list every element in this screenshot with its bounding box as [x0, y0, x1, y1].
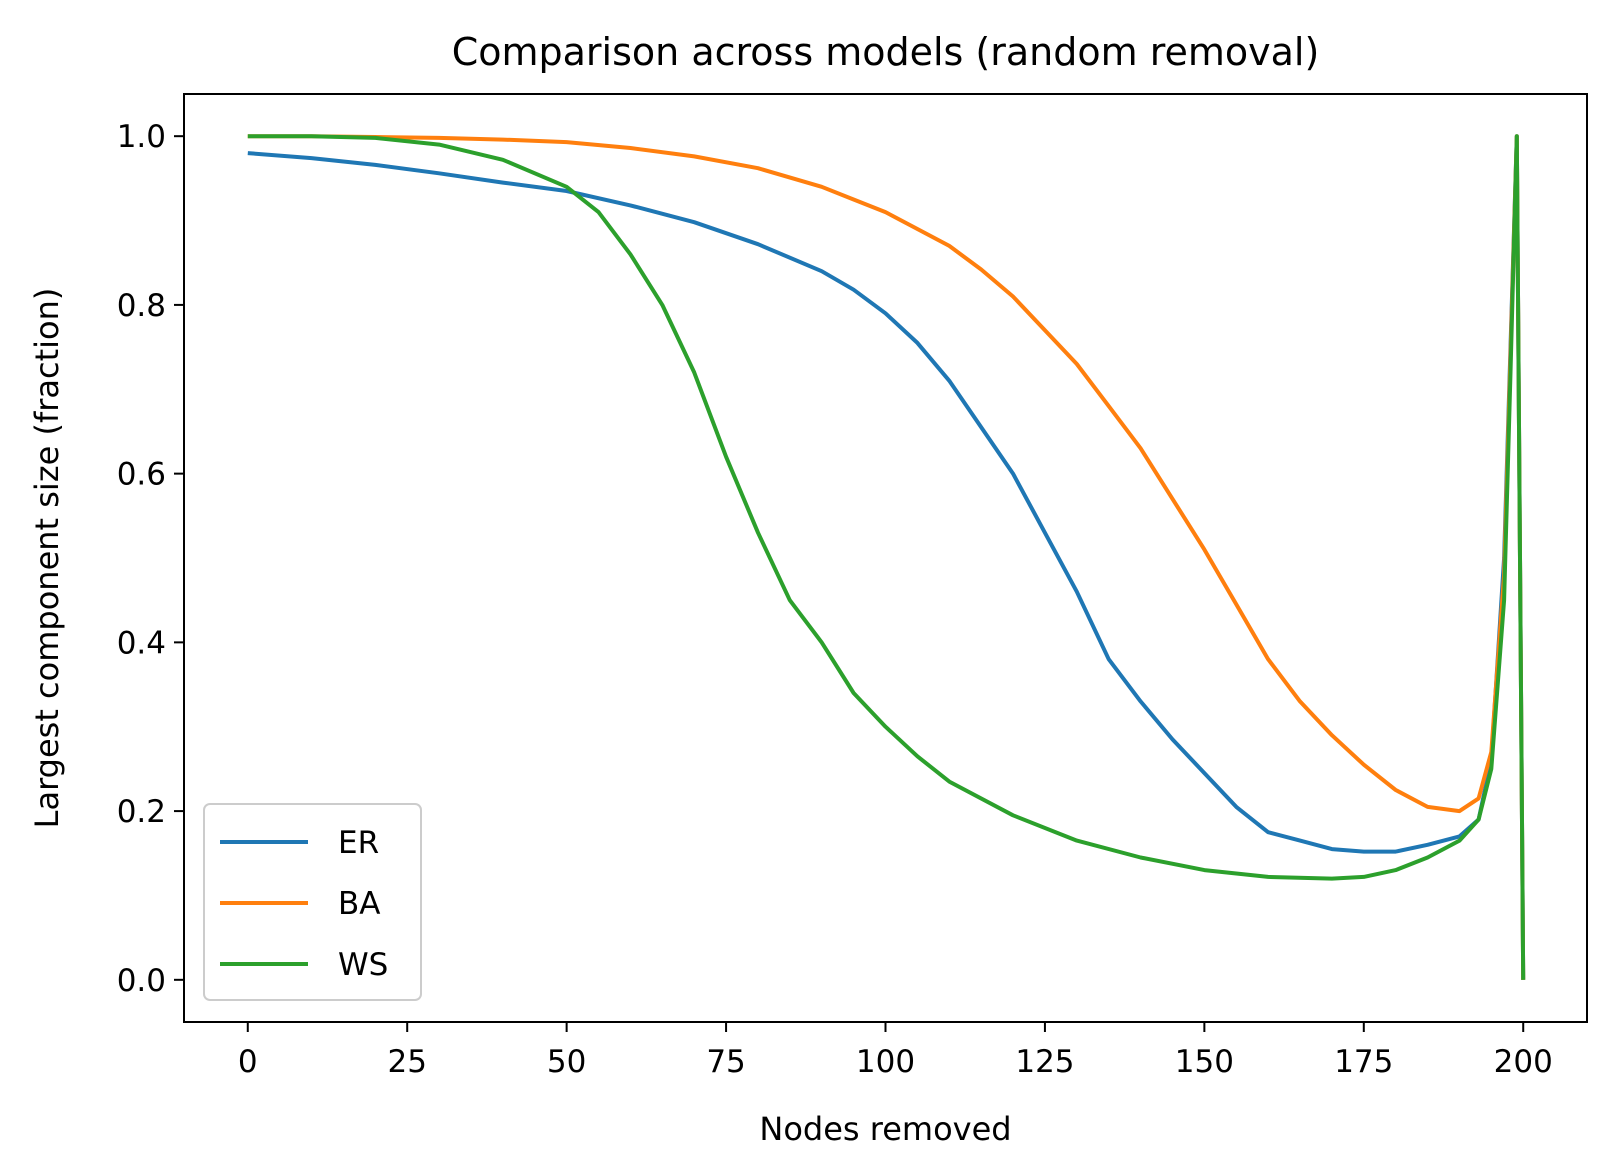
legend-label-er: ER — [338, 825, 379, 861]
y-tick-label: 0.2 — [117, 794, 166, 830]
y-tick-label: 0.6 — [117, 457, 166, 493]
y-tick-label: 0.8 — [117, 288, 166, 324]
series-line-er — [247, 134, 1526, 980]
x-tick-label: 200 — [1494, 1044, 1553, 1080]
x-tick-label: 50 — [547, 1044, 586, 1080]
x-axis-ticks: 0 25 50 75 100 125 150 175 200 — [238, 1022, 1553, 1080]
x-tick-label: 150 — [1175, 1044, 1234, 1080]
x-axis-label: Nodes removed — [759, 1110, 1011, 1148]
y-tick-label: 0.0 — [117, 963, 166, 999]
legend-label-ba: BA — [338, 886, 380, 922]
x-tick-label: 100 — [856, 1044, 915, 1080]
legend-frame — [203, 803, 422, 1001]
plot-lines — [247, 134, 1526, 980]
x-tick-label: 125 — [1015, 1044, 1074, 1080]
series-line-ba — [247, 134, 1526, 980]
y-axis-label: Largest component size (fraction) — [28, 288, 66, 829]
series-line-ws — [247, 134, 1526, 980]
y-tick-label: 1.0 — [117, 119, 166, 155]
y-axis-ticks: 0.0 0.2 0.4 0.6 0.8 1.0 — [117, 119, 184, 999]
x-tick-label: 0 — [238, 1044, 258, 1080]
plot-area-frame — [183, 93, 1588, 1023]
chart-title: Comparison across models (random removal… — [452, 30, 1320, 74]
x-tick-label: 25 — [387, 1044, 426, 1080]
legend-label-ws: WS — [338, 947, 388, 983]
x-tick-label: 75 — [706, 1044, 745, 1080]
x-tick-label: 175 — [1334, 1044, 1393, 1080]
legend: ER BA WS — [203, 803, 422, 1001]
y-tick-label: 0.4 — [117, 625, 166, 661]
